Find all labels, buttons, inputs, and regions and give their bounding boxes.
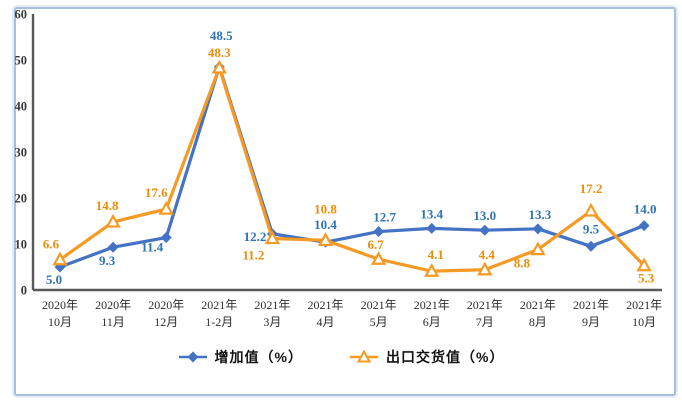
svg-text:2021年: 2021年 (254, 298, 290, 312)
series-0-labels: 5.0 9.3 11.4 48.5 12.2 10.4 12.7 13.4 13.0 13.3 9.… (46, 28, 657, 287)
svg-text:48.3: 48.3 (208, 45, 231, 60)
svg-text:6.6: 6.6 (43, 237, 60, 252)
svg-text:2021年: 2021年 (573, 298, 609, 312)
svg-text:60: 60 (15, 8, 28, 22)
legend-label-export-delivery: 出口交货值（%） (386, 349, 505, 365)
svg-text:2021年: 2021年 (626, 298, 662, 312)
svg-text:11.4: 11.4 (141, 240, 164, 255)
svg-text:6.7: 6.7 (367, 237, 384, 252)
svg-text:2020年: 2020年 (42, 298, 78, 312)
x-axis-labels: 2020年 10月 2020年 11月 2020年 12月 2021年 1-2月 2021年 3月… (42, 298, 662, 329)
svg-text:10月: 10月 (48, 315, 72, 329)
svg-text:10.8: 10.8 (314, 201, 337, 216)
svg-text:3月: 3月 (263, 315, 281, 329)
svg-text:10月: 10月 (632, 315, 656, 329)
svg-text:2021年: 2021年 (414, 298, 450, 312)
legend-item-export-delivery: 出口交货值（%） (349, 347, 504, 367)
svg-text:2021年: 2021年 (467, 298, 503, 312)
svg-text:8.8: 8.8 (514, 256, 531, 271)
svg-text:9.5: 9.5 (583, 221, 600, 236)
svg-text:13.3: 13.3 (529, 207, 552, 222)
svg-text:4月: 4月 (316, 315, 334, 329)
svg-text:10.4: 10.4 (314, 217, 337, 232)
svg-text:5月: 5月 (370, 315, 388, 329)
svg-text:20: 20 (15, 192, 28, 206)
svg-text:2021年: 2021年 (361, 298, 397, 312)
svg-text:12月: 12月 (154, 315, 178, 329)
svg-text:12.7: 12.7 (373, 210, 396, 225)
svg-text:14.8: 14.8 (96, 198, 119, 213)
series-1 (52, 59, 652, 277)
legend-label-value-added: 增加值（%） (214, 349, 303, 365)
svg-text:4.4: 4.4 (479, 247, 496, 262)
svg-text:11.2: 11.2 (242, 247, 264, 262)
svg-text:40: 40 (15, 100, 28, 114)
y-axis-labels: 0 10 20 30 40 50 60 (15, 8, 28, 298)
svg-text:2021年: 2021年 (201, 298, 237, 312)
svg-text:17.2: 17.2 (580, 181, 603, 196)
svg-text:5.3: 5.3 (638, 271, 655, 286)
svg-text:50: 50 (15, 54, 28, 68)
svg-text:12.2: 12.2 (244, 229, 267, 244)
svg-text:13.4: 13.4 (420, 206, 443, 221)
svg-text:48.5: 48.5 (210, 28, 233, 43)
series-1-labels: 6.6 14.8 17.6 48.3 11.2 10.8 6.7 4.1 4.4 8.8 17.2 5… (43, 45, 655, 286)
svg-text:8月: 8月 (529, 315, 547, 329)
svg-text:13.0: 13.0 (473, 208, 496, 223)
axes (31, 14, 662, 292)
svg-text:9月: 9月 (582, 315, 600, 329)
svg-text:30: 30 (15, 146, 28, 160)
svg-text:2021年: 2021年 (520, 298, 556, 312)
svg-text:17.6: 17.6 (145, 185, 168, 200)
svg-text:14.0: 14.0 (634, 202, 657, 217)
svg-text:2021年: 2021年 (307, 298, 343, 312)
svg-text:5.0: 5.0 (46, 272, 62, 287)
svg-text:4.1: 4.1 (428, 247, 444, 262)
svg-text:9.3: 9.3 (99, 253, 116, 268)
legend-triangle-marker-icon (350, 350, 378, 363)
legend-diamond-marker-icon (178, 351, 207, 363)
svg-text:1-2月: 1-2月 (205, 315, 233, 329)
svg-text:6月: 6月 (423, 315, 441, 329)
svg-text:11月: 11月 (101, 315, 125, 329)
svg-text:7月: 7月 (476, 315, 494, 329)
chart-legend: 增加值（%） 出口交货值（%） (0, 347, 682, 367)
svg-text:2020年: 2020年 (95, 298, 131, 312)
svg-text:10: 10 (15, 238, 28, 252)
svg-text:2020年: 2020年 (148, 298, 184, 312)
legend-item-value-added: 增加值（%） (178, 347, 303, 367)
svg-text:0: 0 (21, 284, 27, 298)
